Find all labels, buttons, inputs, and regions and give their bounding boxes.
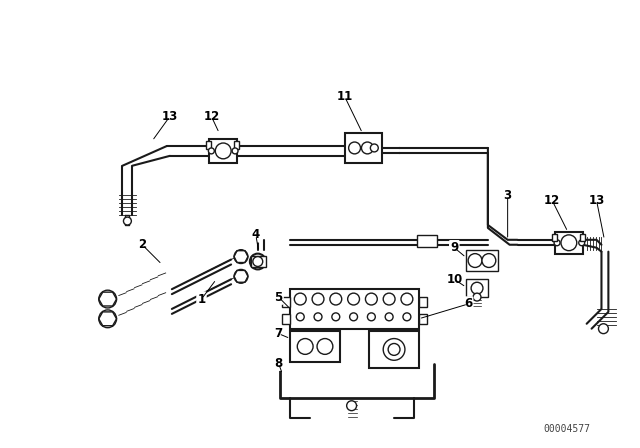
- Bar: [417, 235, 436, 247]
- Text: 9: 9: [450, 241, 458, 254]
- Circle shape: [332, 313, 340, 321]
- Bar: [251, 256, 266, 267]
- Circle shape: [253, 257, 262, 267]
- Text: 8: 8: [275, 357, 283, 370]
- Text: 12: 12: [204, 110, 220, 123]
- Circle shape: [561, 235, 577, 251]
- Bar: [345, 133, 382, 163]
- Text: 1: 1: [197, 293, 205, 306]
- Circle shape: [473, 293, 481, 301]
- Text: 10: 10: [446, 273, 463, 286]
- Text: 00004577: 00004577: [543, 424, 590, 435]
- Circle shape: [234, 250, 248, 263]
- Circle shape: [124, 217, 131, 225]
- Bar: [209, 139, 237, 163]
- Circle shape: [385, 313, 393, 321]
- Bar: [419, 297, 427, 307]
- Bar: [552, 234, 557, 241]
- Circle shape: [314, 313, 322, 321]
- Circle shape: [401, 293, 413, 305]
- Circle shape: [250, 254, 266, 269]
- Bar: [419, 314, 427, 324]
- Bar: [580, 234, 585, 241]
- Circle shape: [468, 254, 482, 267]
- Text: 7: 7: [275, 327, 283, 340]
- Circle shape: [365, 293, 378, 305]
- Text: 13: 13: [162, 110, 178, 123]
- Circle shape: [317, 339, 333, 354]
- Text: 13: 13: [588, 194, 605, 207]
- Text: 5: 5: [275, 291, 283, 304]
- Circle shape: [296, 313, 304, 321]
- Bar: [291, 289, 419, 329]
- Bar: [234, 141, 239, 149]
- Circle shape: [215, 143, 231, 159]
- Circle shape: [294, 293, 306, 305]
- Circle shape: [388, 344, 400, 355]
- Circle shape: [371, 144, 378, 152]
- Bar: [466, 279, 488, 297]
- Circle shape: [347, 401, 356, 411]
- Circle shape: [349, 142, 360, 154]
- Bar: [555, 232, 582, 254]
- Circle shape: [312, 293, 324, 305]
- Circle shape: [330, 293, 342, 305]
- Text: 11: 11: [337, 90, 353, 103]
- Circle shape: [403, 313, 411, 321]
- Bar: [207, 141, 211, 149]
- Circle shape: [209, 148, 214, 154]
- Circle shape: [99, 290, 116, 308]
- Circle shape: [383, 339, 405, 360]
- Circle shape: [482, 254, 496, 267]
- Circle shape: [349, 313, 358, 321]
- Circle shape: [348, 293, 360, 305]
- Bar: [369, 331, 419, 368]
- Circle shape: [367, 313, 375, 321]
- Text: 2: 2: [138, 238, 147, 251]
- Text: 3: 3: [504, 189, 512, 202]
- Bar: [282, 297, 291, 307]
- Circle shape: [554, 240, 560, 246]
- Circle shape: [232, 148, 238, 154]
- Bar: [282, 314, 291, 324]
- Bar: [291, 331, 340, 362]
- Circle shape: [383, 293, 395, 305]
- Circle shape: [471, 282, 483, 294]
- Circle shape: [598, 324, 609, 334]
- Text: 6: 6: [464, 297, 472, 310]
- Circle shape: [99, 310, 116, 327]
- Circle shape: [362, 142, 373, 154]
- Bar: [466, 250, 498, 271]
- Text: 4: 4: [252, 228, 260, 241]
- Circle shape: [579, 240, 585, 246]
- Circle shape: [234, 269, 248, 283]
- Circle shape: [298, 339, 313, 354]
- Text: 12: 12: [544, 194, 560, 207]
